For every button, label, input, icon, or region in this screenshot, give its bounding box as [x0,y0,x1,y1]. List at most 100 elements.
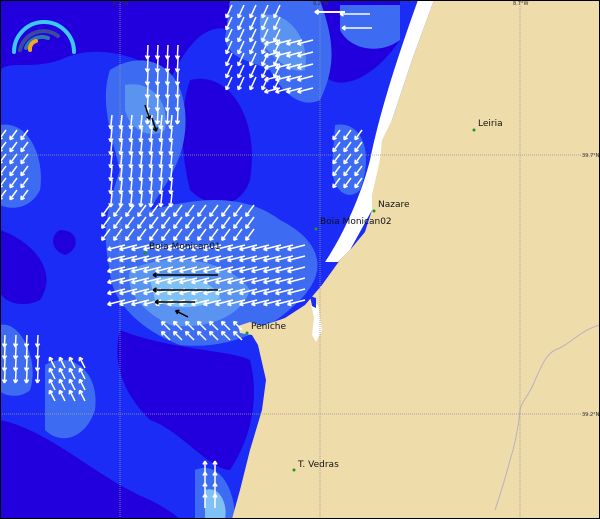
wave-arrow [119,244,138,252]
wave-arrow [263,63,281,70]
wave-arrow [332,165,341,177]
place-peniche[interactable]: Peniche [251,322,287,332]
wave-arrow [148,179,154,195]
wave-arrow [236,76,245,91]
wave-arrow [275,266,294,274]
wave-arrow [131,244,150,252]
wave-arrow [263,288,282,296]
wave-arrow [9,141,18,153]
wave-arrow [354,153,363,165]
wave-arrow [151,117,158,132]
wave-arrow [155,277,174,285]
wave-arrow [138,166,144,182]
wave-arrow [168,166,174,182]
logo-arc-mid [18,29,60,52]
lon-label: 9.2°W [313,1,328,7]
wave-arrow [179,266,198,274]
place-t-vedras[interactable]: T. Vedras [297,460,339,470]
logo-arc-outer [12,20,76,54]
wave-arrow [184,320,195,331]
wave-arrow [174,309,189,318]
place-dot [292,468,296,472]
wave-arrow [23,358,30,372]
wave-arrow [220,330,231,341]
wave-arrow [118,127,124,143]
wave-arrow [227,288,246,296]
land [232,0,600,519]
wave-arrow [263,87,281,94]
wave-arrow [332,177,341,189]
wave-arrow [239,255,258,263]
wave-arrow [287,277,306,285]
wave-arrow [227,299,246,307]
wave-arrow [263,299,282,307]
wave-gauge-logo [12,20,76,54]
wave-arrow [78,389,86,402]
lon-label: 9.7°W [113,1,128,7]
wave-arrow [197,228,207,242]
wave-arrow [274,39,292,46]
wave-arrow [215,255,234,263]
wave-arrow [68,356,76,369]
wave-arrow [274,87,292,94]
wave-arrow [275,277,294,285]
wave-arrow [251,299,270,307]
wave-arrow [272,16,281,31]
wave-arrow [285,63,303,70]
wave-arrow [233,216,243,230]
wave-arrow [224,76,233,91]
wave-arrow [239,288,258,296]
wave-arrow [287,244,306,252]
wave-arrow [125,216,135,230]
wave-arrow [68,367,76,380]
wave-arrow [287,288,306,296]
buoy-monican02[interactable]: Boia Monican02 [320,217,392,227]
wave-arrow [173,228,183,242]
buoy-monican01[interactable]: Boia Monican01 [149,242,221,252]
wave-arrow [227,255,246,263]
wave-arrow [113,216,123,230]
wave-arrow [203,288,222,296]
wave-arrow [143,277,162,285]
place-leiria[interactable]: Leiria [478,119,503,129]
wave-arrow [275,255,294,263]
wave-arrow [12,334,19,348]
wave-arrow [1,346,8,360]
wave-arrow [152,272,218,278]
wave-arrow [148,127,154,143]
wave-arrow [20,189,29,201]
place-dot [372,209,376,213]
wave-arrow [128,166,134,182]
wave-arrow [107,255,126,263]
wave-arrow [149,216,159,230]
wave-arrow [260,16,269,31]
wave-arrow [128,114,134,130]
wave-arrow [285,51,303,58]
wave-arrow [152,287,218,293]
wave-arrow [78,356,86,369]
place-nazare[interactable]: Nazare [378,200,410,210]
wave-arrow [296,87,314,94]
wave-arrow [263,39,281,46]
wave-arrow [232,320,243,331]
wave-arrow [208,320,219,331]
wave-arrow [354,129,363,141]
lagoon [310,300,322,342]
wave-arrow [245,216,255,230]
wave-arrow [221,204,231,218]
wave-arrow [154,299,195,305]
wave-arrow [68,389,76,402]
wave-arrow [23,370,30,384]
wave-arrow [209,216,219,230]
wave-arrow [34,346,41,360]
lon-label: 8.7°W [513,1,528,7]
wave-arrow [143,244,162,252]
wave-arrow [248,28,257,43]
wave-arrow [332,129,341,141]
wave-arrow [209,228,219,242]
wave-arrow [343,177,352,189]
wave-arrow [138,192,144,208]
wave-arrow [158,140,164,156]
